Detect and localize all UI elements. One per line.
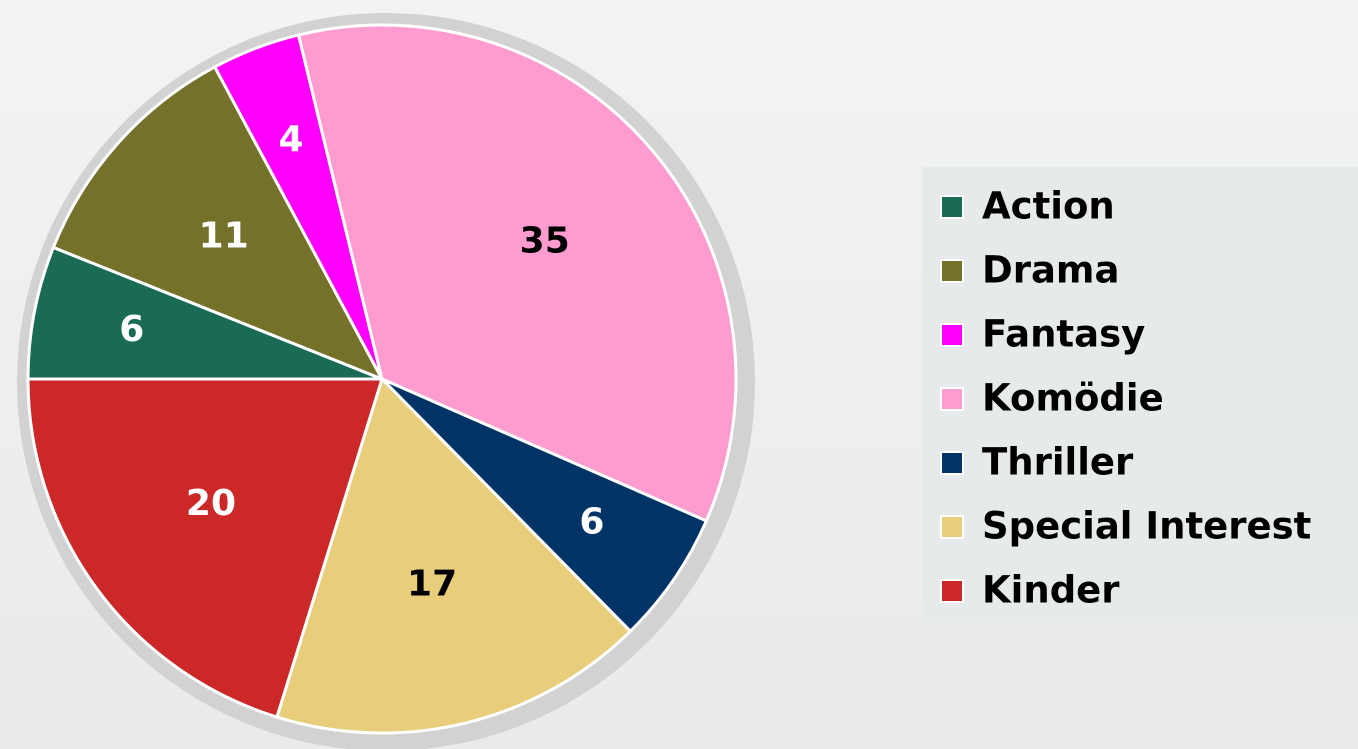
legend-box [922,167,1358,623]
legend-swatch [940,195,964,219]
data-label: 35 [520,220,570,261]
legend-swatch [940,579,964,603]
legend-swatch [940,323,964,347]
data-label: 17 [407,563,457,604]
pie-slice [51,64,386,382]
pie-slice [26,245,383,381]
data-label: 11 [199,215,249,256]
pie-slice [296,23,738,523]
legend-label: Fantasy [982,313,1145,356]
legend-swatch [940,451,964,475]
data-label: 20 [186,483,236,524]
legend-swatch [940,387,964,411]
data-label: 6 [119,309,144,350]
legend-label: Kinder [982,569,1120,612]
legend-swatch [940,259,964,283]
data-label: 4 [279,119,304,160]
legend-label: Action [982,185,1115,228]
legend-label: Special Interest [982,505,1311,548]
pie-slice [275,376,633,735]
pie-slice [26,377,385,719]
legend-swatch [940,515,964,539]
legend-label: Thriller [982,441,1134,484]
legend-label: Drama [982,249,1119,292]
pie-slice [380,377,709,634]
legend-label: Komödie [982,377,1164,420]
data-label: 6 [579,502,604,543]
